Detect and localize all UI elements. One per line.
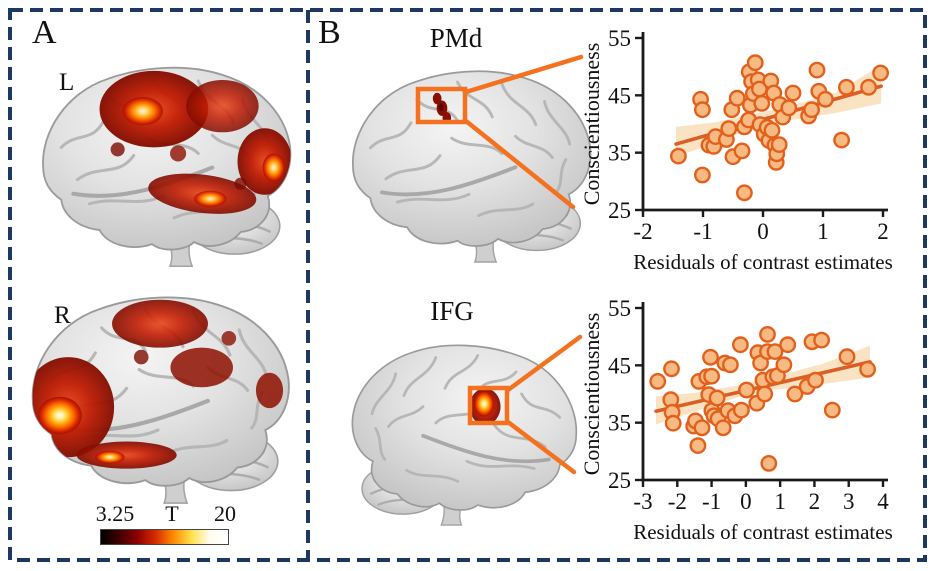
x-tick-label: 1 xyxy=(817,219,829,244)
x-tick-label: -3 xyxy=(633,489,652,514)
brain-ifg-render xyxy=(318,330,612,526)
data-point xyxy=(731,336,749,354)
data-point xyxy=(808,61,826,79)
ifg-scatter-plot: -3 -2 -1 0 1 2 3 4 25 35 45 55 Residuals of contrast… xyxy=(580,296,893,544)
y-tick-label: 35 xyxy=(608,141,631,166)
brain-pmd-render xyxy=(330,55,612,263)
brain-base-mirrored xyxy=(352,345,576,525)
data-point xyxy=(663,360,680,378)
data-point xyxy=(784,84,802,102)
data-point xyxy=(872,64,889,82)
ifg-activation-cluster xyxy=(469,388,501,425)
y-tick-label: 55 xyxy=(608,296,631,321)
outer-dashed-border xyxy=(8,8,927,562)
ifg-region-label: IFG xyxy=(430,296,474,326)
y-tick-label: 25 xyxy=(608,198,631,223)
data-point xyxy=(714,419,732,437)
panel-a-label: A xyxy=(32,14,57,51)
x-tick-label: -1 xyxy=(693,219,712,244)
colorbar-stat-label: T xyxy=(165,501,179,526)
data-point xyxy=(770,136,788,154)
data-point xyxy=(703,367,721,385)
activation-overlay xyxy=(99,70,291,214)
y-axis-title: Conscientiousness xyxy=(580,43,604,206)
x-tick-label: 3 xyxy=(843,489,855,514)
data-point xyxy=(775,356,793,374)
data-point xyxy=(763,121,781,139)
x-tick-label: -2 xyxy=(633,219,652,244)
data-point xyxy=(689,437,707,455)
data-point xyxy=(860,78,877,96)
data-point xyxy=(837,78,855,96)
data-point xyxy=(733,142,751,160)
data-point xyxy=(859,360,876,378)
x-tick-label: 4 xyxy=(877,489,889,514)
data-point xyxy=(728,89,746,107)
x-tick-label: 0 xyxy=(740,489,752,514)
data-point xyxy=(759,326,776,343)
x-axis-title: Residuals of contrast estimates xyxy=(633,520,893,544)
data-point xyxy=(694,166,711,184)
y-tick-label: 45 xyxy=(608,353,631,378)
data-point xyxy=(766,343,784,360)
x-tick-label: 2 xyxy=(877,219,889,244)
data-point xyxy=(833,131,851,149)
data-point xyxy=(786,385,804,403)
data-point xyxy=(738,381,755,399)
data-point xyxy=(720,120,738,138)
x-axis-title: Residuals of contrast estimates xyxy=(633,250,893,274)
data-point xyxy=(735,184,753,202)
colorbar-max-label: 20 xyxy=(214,501,236,526)
colorbar-min-label: 3.25 xyxy=(95,501,135,526)
data-point xyxy=(813,331,831,349)
right-hemisphere-label: R xyxy=(54,302,71,329)
pmd-scatter-plot: -2 -1 0 1 2 25 35 45 55 Residuals of contrast est… xyxy=(580,26,893,274)
data-point xyxy=(779,336,797,354)
data-point xyxy=(702,348,719,366)
data-point xyxy=(816,90,834,108)
y-axis-title: Conscientiousness xyxy=(580,313,604,476)
left-hemisphere-label: L xyxy=(59,69,75,96)
x-tick-label: -2 xyxy=(668,489,687,514)
data-point xyxy=(760,454,778,472)
x-tick-label: -1 xyxy=(702,489,721,514)
data-point xyxy=(693,419,711,437)
y-tick-label: 45 xyxy=(608,83,631,108)
panel-b-label: B xyxy=(318,14,341,51)
data-point xyxy=(803,101,821,119)
data-point xyxy=(694,101,711,119)
data-point xyxy=(753,95,771,112)
x-tick-label: 2 xyxy=(809,489,821,514)
brain-right-activation-render xyxy=(14,278,306,506)
activation-overlay xyxy=(32,299,284,469)
data-point xyxy=(756,385,774,403)
data-point xyxy=(670,147,687,165)
pmd-region-label: PMd xyxy=(429,23,483,53)
data-point xyxy=(746,54,764,72)
data-point xyxy=(649,373,667,390)
data-point xyxy=(664,414,682,432)
data-point xyxy=(780,99,798,117)
brain-base xyxy=(353,71,591,262)
x-tick-label: 0 xyxy=(757,219,769,244)
data-point xyxy=(838,348,856,366)
data-point xyxy=(807,371,824,389)
data-point xyxy=(721,356,739,374)
x-tick-label: 1 xyxy=(774,489,786,514)
data-point xyxy=(732,401,750,419)
colorbar-gradient xyxy=(100,529,229,545)
y-tick-label: 35 xyxy=(608,411,631,436)
data-point xyxy=(823,401,841,419)
data-point xyxy=(708,389,726,407)
y-tick-label: 55 xyxy=(608,26,631,51)
y-tick-label: 25 xyxy=(608,468,631,493)
brain-left-activation-render xyxy=(25,50,307,268)
